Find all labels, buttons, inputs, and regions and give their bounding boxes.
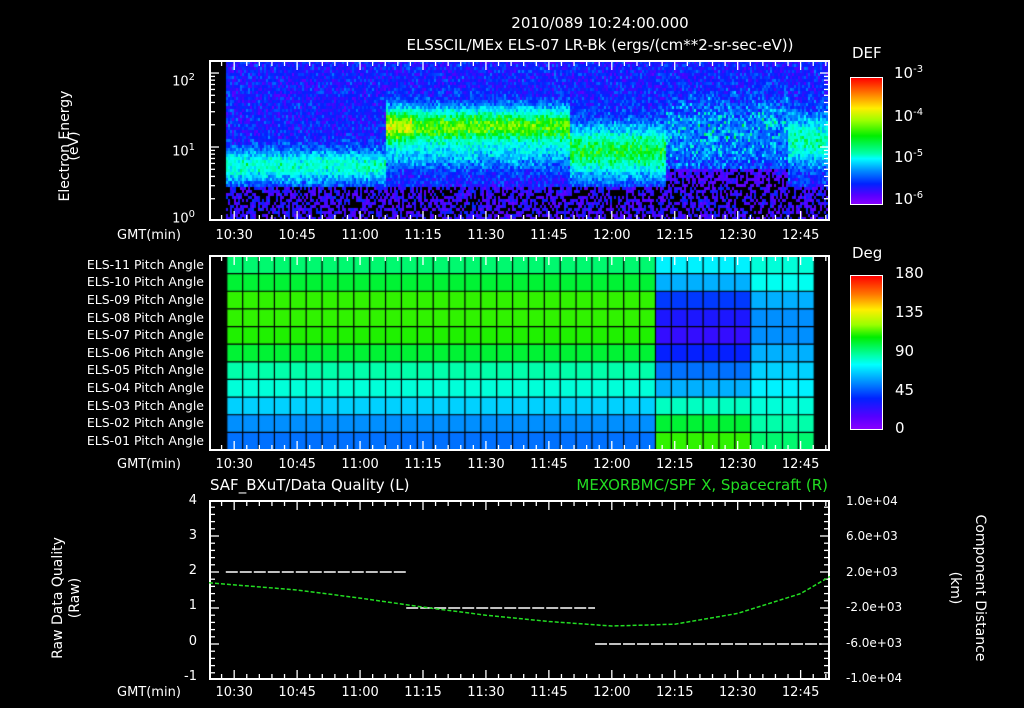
panel3-ytick-right-1: 6.0e+03 [846,529,898,543]
time-tick-label: 11:45 [530,457,568,472]
pa-label-els09: ELS-09 Pitch Angle [86,292,204,307]
time-tick-label: 11:45 [530,228,568,243]
time-tick-label: 10:45 [278,228,316,243]
time-tick-label: 12:15 [656,685,694,700]
time-tick-label: 11:00 [341,228,379,243]
panel3-ylabel-right: Component Distance [972,498,988,678]
time-tick-label: 12:30 [718,457,757,472]
deg-colorbar-tick-45: 45 [895,381,915,399]
pa-label-els02: ELS-02 Pitch Angle [86,415,204,430]
pitch-angle-heatmap [210,256,828,450]
panel1-time-label: GMT(min) [117,228,181,243]
time-tick-label: 12:30 [718,685,757,700]
deg-colorbar-tick-135: 135 [895,303,924,321]
panel3-ylabel-left: Raw Data Quality [50,518,66,678]
panel1-ticks [209,60,830,221]
time-tick-label: 10:30 [215,685,253,700]
panel1-ytick-10: 101 [172,142,195,160]
def-colorbar-title: DEF [852,44,882,62]
time-tick-label: 11:00 [341,457,379,472]
time-tick-label: 11:30 [467,228,505,243]
time-tick-label: 11:15 [404,457,442,472]
time-tick-label: 12:00 [593,228,631,243]
panel3-ytick-left-2: 2 [188,563,197,578]
panel1-ylabel-line2: (eV) [66,131,82,161]
panel3-right-title: MEXORBMC/SPF X, Spacecraft (R) [576,476,828,494]
pa-label-els05: ELS-05 Pitch Angle [86,362,204,377]
panel3-ytick-right-5: -1.0e+04 [846,671,903,685]
panel1-ytick-1: 100 [172,209,195,227]
time-tick-label: 12:45 [781,457,820,472]
time-tick-label: 12:00 [593,685,631,700]
pa-label-els01: ELS-01 Pitch Angle [86,433,204,448]
pa-label-els08: ELS-08 Pitch Angle [86,310,204,325]
def-colorbar [850,77,883,205]
time-tick-label: 12:45 [781,685,820,700]
pa-label-els03: ELS-03 Pitch Angle [86,398,204,413]
panel3-ytick-right-3: -2.0e+03 [846,600,903,614]
panel3-ylabel-right-line1: Component Distance [972,514,988,662]
panel2-ticks [209,255,827,451]
panel2-time-label: GMT(min) [117,457,181,472]
time-tick-label: 11:45 [530,685,568,700]
deg-colorbar-tick-180: 180 [895,264,924,282]
panel3-ytick-left-neg1: -1 [184,669,197,684]
panel3-ylabel-left-line1: Raw Data Quality [50,537,66,659]
pa-label-els06: ELS-06 Pitch Angle [86,345,204,360]
panel1-ytick-100: 102 [172,72,195,90]
quality-position-plot [209,500,830,680]
energy-spectrogram [210,61,828,219]
panel3-left-title: SAF_BXuT/Data Quality (L) [210,476,410,494]
time-tick-label: 10:45 [278,685,316,700]
deg-colorbar-tick-0: 0 [895,419,905,437]
time-tick-label: 11:00 [341,685,379,700]
time-tick-label: 11:15 [404,685,442,700]
def-colorbar-tick-1e-5: 10-5 [894,148,924,166]
def-colorbar-tick-1e-3: 10-3 [894,64,924,82]
plot-timestamp: 2010/089 10:24:00.000 [511,14,689,32]
time-tick-label: 11:15 [404,228,442,243]
deg-colorbar-tick-90: 90 [895,342,915,360]
panel3-ylabel-right-line2: (km) [947,571,963,605]
time-tick-label: 11:30 [467,457,505,472]
panel1-frame [209,60,830,221]
time-tick-label: 12:15 [656,228,694,243]
panel3-ytick-right-4: -6.0e+03 [846,636,903,650]
panel1-ylabel-units: (eV) [66,86,82,206]
panel3-ytick-right-2: 2.0e+03 [846,565,898,579]
time-tick-label: 10:45 [278,457,316,472]
panel3-ylabel-left-units: (Raw) [67,553,83,643]
time-tick-label: 12:15 [656,457,694,472]
def-colorbar-tick-1e-4: 10-4 [894,107,924,125]
time-tick-label: 12:45 [781,228,820,243]
deg-colorbar-title: Deg [852,244,883,262]
panel3-ytick-left-3: 3 [188,528,197,543]
deg-colorbar [850,275,883,430]
pa-label-els11: ELS-11 Pitch Angle [86,257,204,272]
panel3-time-label: GMT(min) [117,685,181,700]
time-tick-label: 10:30 [215,457,253,472]
pa-label-els07: ELS-07 Pitch Angle [86,327,204,342]
panel3-ytick-left-0: 0 [188,634,197,649]
panel3-ylabel-right-units: (km) [947,558,963,618]
panel3-ytick-left-4: 4 [188,493,197,508]
pa-label-els04: ELS-04 Pitch Angle [86,380,204,395]
panel3-ylabel-left-line2: (Raw) [67,577,83,619]
time-tick-label: 12:30 [718,228,757,243]
panel3-ytick-right-0: 1.0e+04 [846,494,898,508]
def-colorbar-tick-1e-6: 10-6 [894,190,924,208]
pa-label-els10: ELS-10 Pitch Angle [86,274,204,289]
time-tick-label: 10:30 [215,228,253,243]
panel3-ytick-left-1: 1 [188,598,197,613]
plot-subtitle: ELSSCIL/MEx ELS-07 LR-Bk (ergs/(cm**2-sr… [406,36,794,54]
panel2-frame [209,255,830,451]
time-tick-label: 12:00 [593,457,631,472]
time-tick-label: 11:30 [467,685,505,700]
